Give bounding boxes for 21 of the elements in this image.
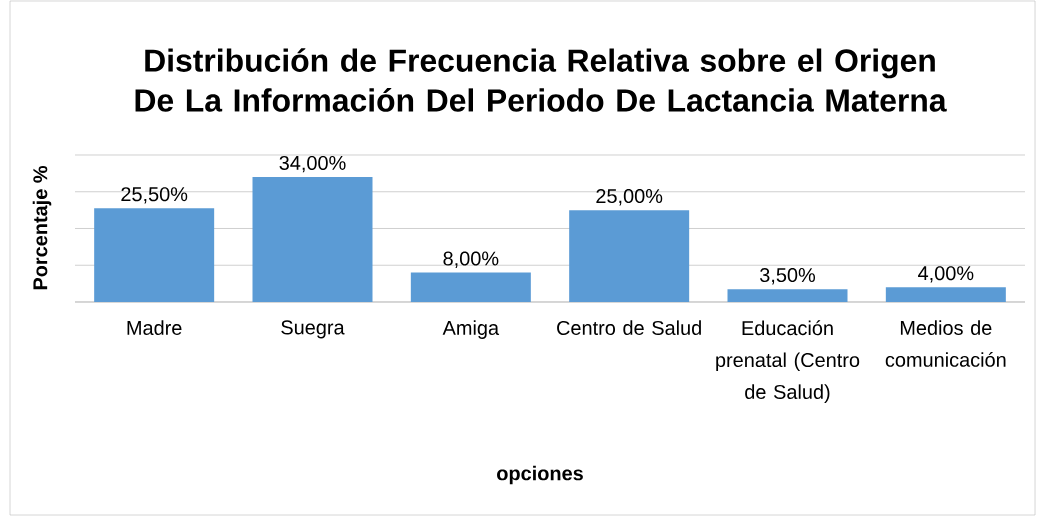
x-tick-label: Amiga bbox=[442, 320, 500, 339]
data-label: 25,00% bbox=[596, 188, 663, 206]
bar bbox=[885, 287, 1006, 302]
x-tick-label: Educación prenatal (Centro de Salud) bbox=[716, 320, 860, 403]
x-tick-label: Centro de Salud bbox=[557, 320, 701, 335]
bar bbox=[569, 210, 690, 302]
chart-title: Distribución de Frecuencia Relativa sobre el Origen De La Información Del Periodo De Lactancia Materna bbox=[135, 48, 947, 112]
x-axis-title: opciones bbox=[497, 465, 583, 485]
data-label: 25,50% bbox=[121, 187, 188, 204]
data-label: 34,00% bbox=[279, 155, 346, 173]
bar bbox=[410, 272, 531, 302]
data-label: 3,50% bbox=[760, 267, 816, 285]
bar bbox=[94, 208, 215, 302]
x-tick-label: Madre bbox=[127, 320, 182, 335]
bar bbox=[252, 177, 373, 302]
bar bbox=[727, 289, 848, 302]
x-tick-label: Medios de comunicación bbox=[885, 320, 1006, 367]
data-label: 4,00% bbox=[918, 266, 974, 283]
y-axis-title: Porcentaje % bbox=[32, 165, 52, 290]
data-label: 8,00% bbox=[443, 251, 499, 268]
x-tick-label: Suegra bbox=[281, 320, 345, 339]
